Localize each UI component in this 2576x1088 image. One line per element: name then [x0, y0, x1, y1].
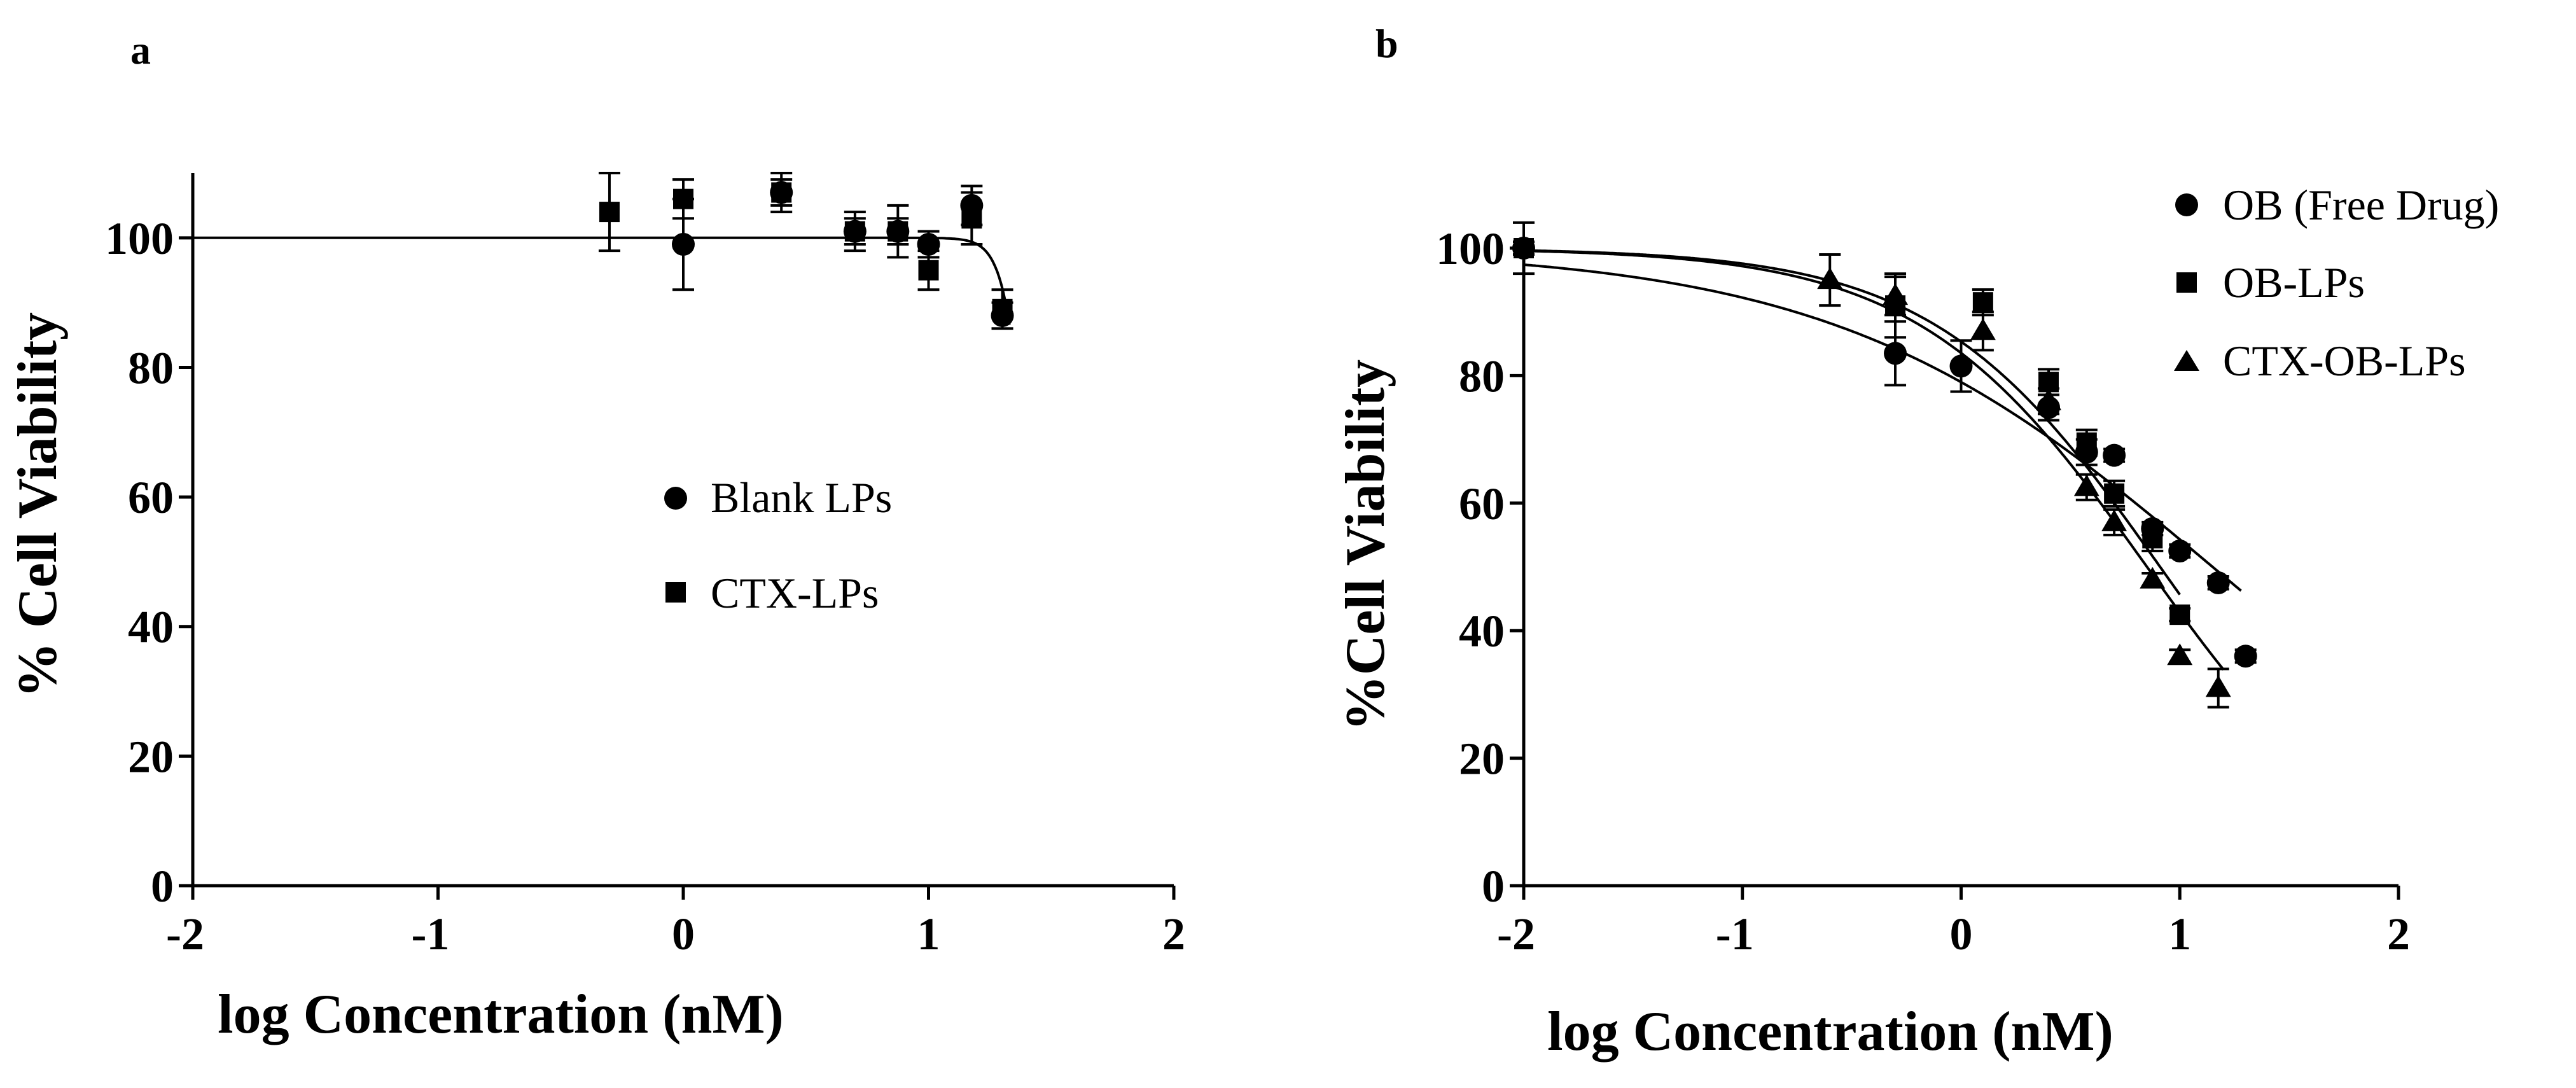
- panel-a-point-ctx-lps: [888, 221, 909, 242]
- panel-a-point-ctx-lps: [992, 298, 1013, 319]
- legend-square-marker: [665, 582, 686, 603]
- panel-a-point-ctx-lps: [961, 208, 982, 229]
- panel-b-fit-curve-1: [1524, 249, 2181, 596]
- panel-a-y-axis-title: % Cell Viability: [7, 312, 69, 698]
- legend-label-ctx-ob-lps: CTX-OB-LPs: [2223, 337, 2466, 385]
- legend-label-ob-free-drug: OB (Free Drug): [2223, 181, 2499, 229]
- panel-b: b 0 20 40 60 80 100 -2 -1 0 1 2 %Cell Viability lo…: [1335, 21, 2499, 1063]
- panel-a-point-ctx-lps: [673, 188, 693, 209]
- panel-a-point-ctx-lps: [918, 260, 939, 281]
- panel-a-fit-curve-0: [193, 236, 1011, 325]
- panel-b-point-ob-lps: [1514, 238, 1534, 258]
- panel-b-point-ob-lps: [2076, 432, 2097, 453]
- panel-b-point-ctx-ob-lps: [2205, 675, 2231, 697]
- panel-a-point-blank-lps: [672, 233, 695, 256]
- panel-a-legend: Blank LPs CTX-LPs: [664, 473, 892, 617]
- panel-b-x-tick-label: 1: [2168, 909, 2191, 959]
- legend-label-ob-lps: OB-LPs: [2223, 258, 2365, 307]
- panel-b-point-ob-lps: [2104, 483, 2125, 504]
- panel-a-x-tick-label: -2: [166, 909, 204, 959]
- panel-b-x-axis-title: log Concentration (nM): [1547, 1001, 2113, 1063]
- panel-b-point-ob-free-drug: [2168, 539, 2192, 562]
- panel-a-points: [598, 172, 1014, 330]
- legend-circle-marker: [2175, 193, 2198, 216]
- panel-b-fit-curve-2: [1523, 249, 2225, 671]
- panel-b-y-tick-label: 40: [1459, 606, 1505, 657]
- panel-b-legend: OB (Free Drug) OB-LPs CTX-OB-LPs: [2174, 181, 2499, 385]
- legend-square-marker: [2176, 272, 2197, 293]
- legend-item-blank-lps: Blank LPs: [664, 473, 892, 522]
- panel-a-x-tick-label: -1: [412, 909, 450, 959]
- panel-b-point-ctx-ob-lps: [2140, 567, 2166, 589]
- panel-b-y-tick-label: 80: [1459, 351, 1505, 401]
- panel-b-point-ob-free-drug: [2206, 571, 2230, 595]
- panel-b-y-axis-title: %Cell Viability: [1335, 359, 1396, 731]
- panel-a-y-tick-label: 100: [105, 213, 174, 264]
- panel-b-points: [1512, 221, 2257, 709]
- panel-a-point-ctx-lps: [844, 221, 865, 242]
- panel-b-point-ctx-ob-lps: [2167, 643, 2193, 666]
- panel-b-point-ob-free-drug: [2234, 645, 2257, 668]
- legend-item-ob-free-drug: OB (Free Drug): [2175, 181, 2499, 229]
- panel-a-point-ctx-lps: [771, 182, 792, 203]
- panel-b-point-ob-free-drug: [1949, 354, 1973, 378]
- legend-triangle-marker: [2174, 350, 2199, 371]
- panel-a-x-tick-label: 1: [917, 909, 940, 959]
- panel-b-axes: 0 20 40 60 80 100 -2 -1 0 1 2: [1436, 223, 2410, 959]
- panel-b-x-tick-label: 2: [2387, 909, 2410, 959]
- legend-item-ctx-ob-lps: CTX-OB-LPs: [2174, 337, 2466, 385]
- panel-a-x-tick-label: 0: [672, 909, 695, 959]
- panel-b-point-ob-lps: [2142, 527, 2163, 548]
- panel-a-axes: 0 20 40 60 80 100 -2 -1 0 1 2: [105, 173, 1185, 959]
- legend-item-ctx-lps: CTX-LPs: [665, 569, 879, 617]
- panel-a-x-tick-label: 2: [1162, 909, 1185, 959]
- panel-b-fit-curve-0: [1523, 263, 2242, 592]
- panel-b-point-ctx-ob-lps: [2036, 388, 2061, 410]
- panel-b-y-tick-label: 60: [1459, 478, 1505, 529]
- panel-a-x-axis-title: log Concentration (nM): [218, 984, 784, 1045]
- panel-b-y-tick-label: 20: [1459, 734, 1505, 785]
- panel-b-point-ctx-ob-lps: [1883, 283, 1909, 305]
- panel-a-fit-curve: [193, 236, 1011, 325]
- panel-a-point-ctx-lps: [599, 202, 620, 223]
- panel-b-point-ob-lps: [1972, 292, 1993, 313]
- panel-b-point-ctx-ob-lps: [1817, 267, 1843, 289]
- panel-a-y-tick-label: 60: [128, 472, 174, 523]
- panel-a-y-tick-label: 0: [151, 861, 174, 912]
- panel-b-x-tick-label: -1: [1716, 909, 1754, 959]
- panel-b-fit-curves: [1523, 249, 2242, 671]
- panel-b-point-ob-lps: [2169, 604, 2190, 625]
- panel-b-point-ctx-ob-lps: [2101, 509, 2127, 531]
- panel-a-y-tick-label: 20: [128, 731, 174, 782]
- panel-b-point-ctx-ob-lps: [1970, 318, 1996, 340]
- legend-item-ob-lps: OB-LPs: [2176, 258, 2365, 307]
- legend-label-ctx-lps: CTX-LPs: [711, 569, 879, 617]
- legend-label-blank-lps: Blank LPs: [711, 473, 892, 522]
- legend-circle-marker: [664, 487, 687, 510]
- panel-b-x-tick-label: -2: [1497, 909, 1535, 959]
- panel-b-y-tick-label: 0: [1482, 861, 1505, 912]
- panel-a-letter: a: [130, 27, 151, 73]
- panel-a-y-tick-label: 40: [128, 602, 174, 653]
- panel-b-x-tick-label: 0: [1950, 909, 1973, 959]
- panel-b-point-ctx-ob-lps: [2073, 474, 2099, 496]
- panel-b-letter: b: [1375, 21, 1398, 66]
- panel-b-y-tick-label: 100: [1436, 223, 1505, 274]
- panel-b-point-ob-free-drug: [1884, 342, 1907, 365]
- panel-a-y-tick-label: 80: [128, 342, 174, 393]
- panel-b-point-ob-free-drug: [2103, 443, 2126, 467]
- panel-a: a 0 20 40 60 80 100 -2 -1 0 1 2 % Cell Viability l…: [7, 27, 1185, 1045]
